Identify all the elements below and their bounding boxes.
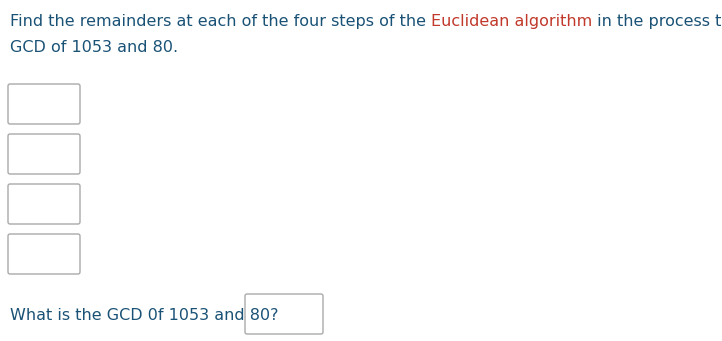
FancyBboxPatch shape bbox=[8, 84, 80, 124]
Text: Find the remainders at each of the four steps of the: Find the remainders at each of the four … bbox=[10, 14, 431, 29]
Text: GCD of 1053 and 80.: GCD of 1053 and 80. bbox=[10, 40, 178, 55]
FancyBboxPatch shape bbox=[8, 184, 80, 224]
Text: Euclidean algorithm: Euclidean algorithm bbox=[431, 14, 592, 29]
FancyBboxPatch shape bbox=[8, 234, 80, 274]
FancyBboxPatch shape bbox=[8, 134, 80, 174]
Text: in the process to find the: in the process to find the bbox=[592, 14, 722, 29]
Text: What is the GCD 0f 1053 and 80?: What is the GCD 0f 1053 and 80? bbox=[10, 308, 279, 323]
FancyBboxPatch shape bbox=[245, 294, 323, 334]
